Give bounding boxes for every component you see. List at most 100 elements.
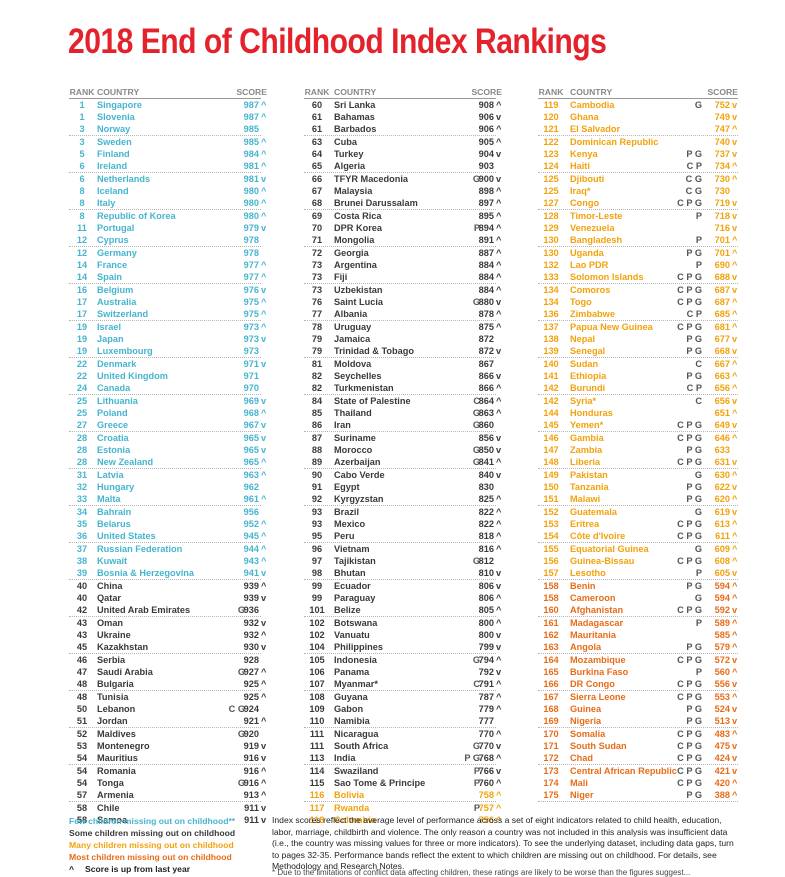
- score-value: 850: [478, 445, 494, 455]
- ranking-row: 148 Liberia C P G 631 v: [538, 456, 738, 469]
- country-name: Slovenia: [97, 112, 135, 122]
- country-name: Algeria: [334, 161, 366, 171]
- country-name: Uruguay: [334, 322, 372, 332]
- score-header: SCORE: [471, 87, 502, 97]
- country-name: Syria*: [570, 396, 597, 406]
- ranking-row: 73 Argentina 884 ^: [304, 259, 502, 271]
- legend-some: Some children missing out on childhood: [69, 828, 236, 838]
- country-name: Uzbekistan: [334, 285, 383, 295]
- arrow-up-icon: ^: [261, 100, 267, 110]
- rank-value: 76: [311, 297, 323, 307]
- score-value: 941: [243, 568, 259, 578]
- ranking-row: 120 Ghana 749 v: [538, 111, 738, 123]
- rank-value: 120: [543, 112, 559, 122]
- score-value: 973: [243, 346, 259, 356]
- arrow-up-icon: ^: [732, 667, 738, 677]
- rank-value: 40: [76, 581, 88, 591]
- country-name: Bangladesh: [570, 235, 623, 245]
- ranking-row: 3 Norway 985: [69, 123, 261, 136]
- arrow-up-icon: ^: [261, 309, 267, 319]
- country-name: Cabo Verde: [334, 470, 385, 480]
- score-value: 911: [244, 815, 259, 825]
- arrow-up-icon: ^: [261, 766, 267, 776]
- country-name: Lithuania: [97, 396, 138, 406]
- country-name: Sao Tome & Principe: [334, 778, 426, 788]
- rank-value: 28: [76, 433, 88, 443]
- arrow-up-icon: ^: [732, 642, 738, 652]
- score-value: 962: [243, 482, 259, 492]
- arrow-up-icon: ^: [496, 655, 502, 665]
- ranking-row: 138 Nepal P G 677 v: [538, 333, 738, 345]
- rank-value: 117: [309, 803, 325, 813]
- score-value: 980: [243, 198, 259, 208]
- rank-value: 127: [543, 198, 559, 208]
- arrow-down-icon: v: [496, 630, 502, 640]
- score-value: 925: [243, 692, 259, 702]
- score-value: 388: [714, 790, 730, 800]
- arrow-up-icon: ^: [496, 605, 502, 615]
- score-value: 816: [478, 544, 494, 554]
- rank-value: 17: [76, 297, 88, 307]
- score-value: 985: [243, 124, 259, 134]
- rank-value: 121: [543, 124, 559, 134]
- rank-value: 140: [543, 359, 559, 369]
- arrow-down-icon: v: [261, 396, 267, 406]
- country-name: Sweden: [97, 137, 132, 147]
- data-gap-flags: P G: [686, 581, 702, 591]
- arrow-up-icon: ^: [496, 593, 502, 603]
- country-name: Guatemala: [570, 507, 617, 517]
- arrow-up-icon: ^: [261, 322, 267, 332]
- arrow-up-icon: ^: [496, 803, 502, 813]
- arrow-up-icon: ^: [496, 235, 502, 245]
- country-name: Kazakhstan: [97, 642, 149, 652]
- ranking-row: 81 Moldova 867: [304, 358, 496, 370]
- arrow-up-icon: ^: [496, 692, 502, 702]
- ranking-row: 130 Bangladesh P 701 ^: [538, 234, 738, 247]
- country-name: Netherlands: [97, 174, 151, 184]
- score-value: 483: [714, 729, 730, 739]
- arrow-up-icon: ^: [261, 297, 267, 307]
- rank-value: 87: [311, 433, 323, 443]
- arrow-up-icon: ^: [496, 790, 502, 800]
- score-value: 787: [478, 692, 494, 702]
- data-gap-flags: C P G: [677, 679, 702, 689]
- arrow-up-icon: ^: [732, 309, 738, 319]
- score-value: 875: [478, 322, 494, 332]
- country-name: Rwanda: [334, 803, 370, 813]
- rank-value: 77: [311, 309, 323, 319]
- ranking-row: 12 Cyprus 978: [69, 234, 261, 247]
- score-header: SCORE: [236, 87, 267, 97]
- ranking-row: 152 Guatemala G 619 v: [538, 506, 738, 518]
- country-name: Azerbaijan: [334, 457, 381, 467]
- ranking-row: 25 Poland 968 ^: [69, 407, 267, 419]
- arrow-up-icon: ^: [732, 790, 738, 800]
- ranking-row: 28 Estonia 965 v: [69, 444, 266, 456]
- country-name: Peru: [334, 531, 355, 541]
- rank-value: 65: [311, 161, 323, 171]
- arrow-up-icon: ^: [732, 383, 738, 393]
- data-gap-flags: P G: [464, 753, 480, 763]
- arrow-down-icon: v: [732, 137, 738, 147]
- arrow-up-icon: ^: [732, 248, 738, 258]
- score-value: 978: [243, 235, 259, 245]
- score-value: 872: [478, 334, 494, 344]
- country-name: Benin: [570, 581, 596, 591]
- arrow-down-icon: v: [496, 112, 502, 122]
- ranking-column-2: RANK COUNTRY SCORE 60 Sri Lanka 908 ^ 61 Bahamas…: [304, 86, 502, 826]
- arrow-up-icon: ^: [732, 778, 738, 788]
- ranking-row: 124 Haiti C P 734 ^: [538, 160, 738, 173]
- score-value: 898: [478, 186, 494, 196]
- score-value: 701: [714, 235, 730, 245]
- score-value: 932: [243, 630, 259, 640]
- score-value: 609: [714, 544, 730, 554]
- rank-value: 110: [309, 716, 325, 726]
- data-gap-flags: C: [473, 679, 480, 689]
- rank-header: RANK: [304, 87, 330, 97]
- country-name: Germany: [97, 248, 137, 258]
- rank-value: 106: [309, 667, 325, 677]
- arrow-down-icon: v: [496, 470, 502, 480]
- country-name: Zimbabwe: [570, 309, 615, 319]
- score-value: 952: [243, 519, 259, 529]
- data-gap-flags: C P G: [677, 556, 702, 566]
- score-value: 553: [714, 692, 730, 702]
